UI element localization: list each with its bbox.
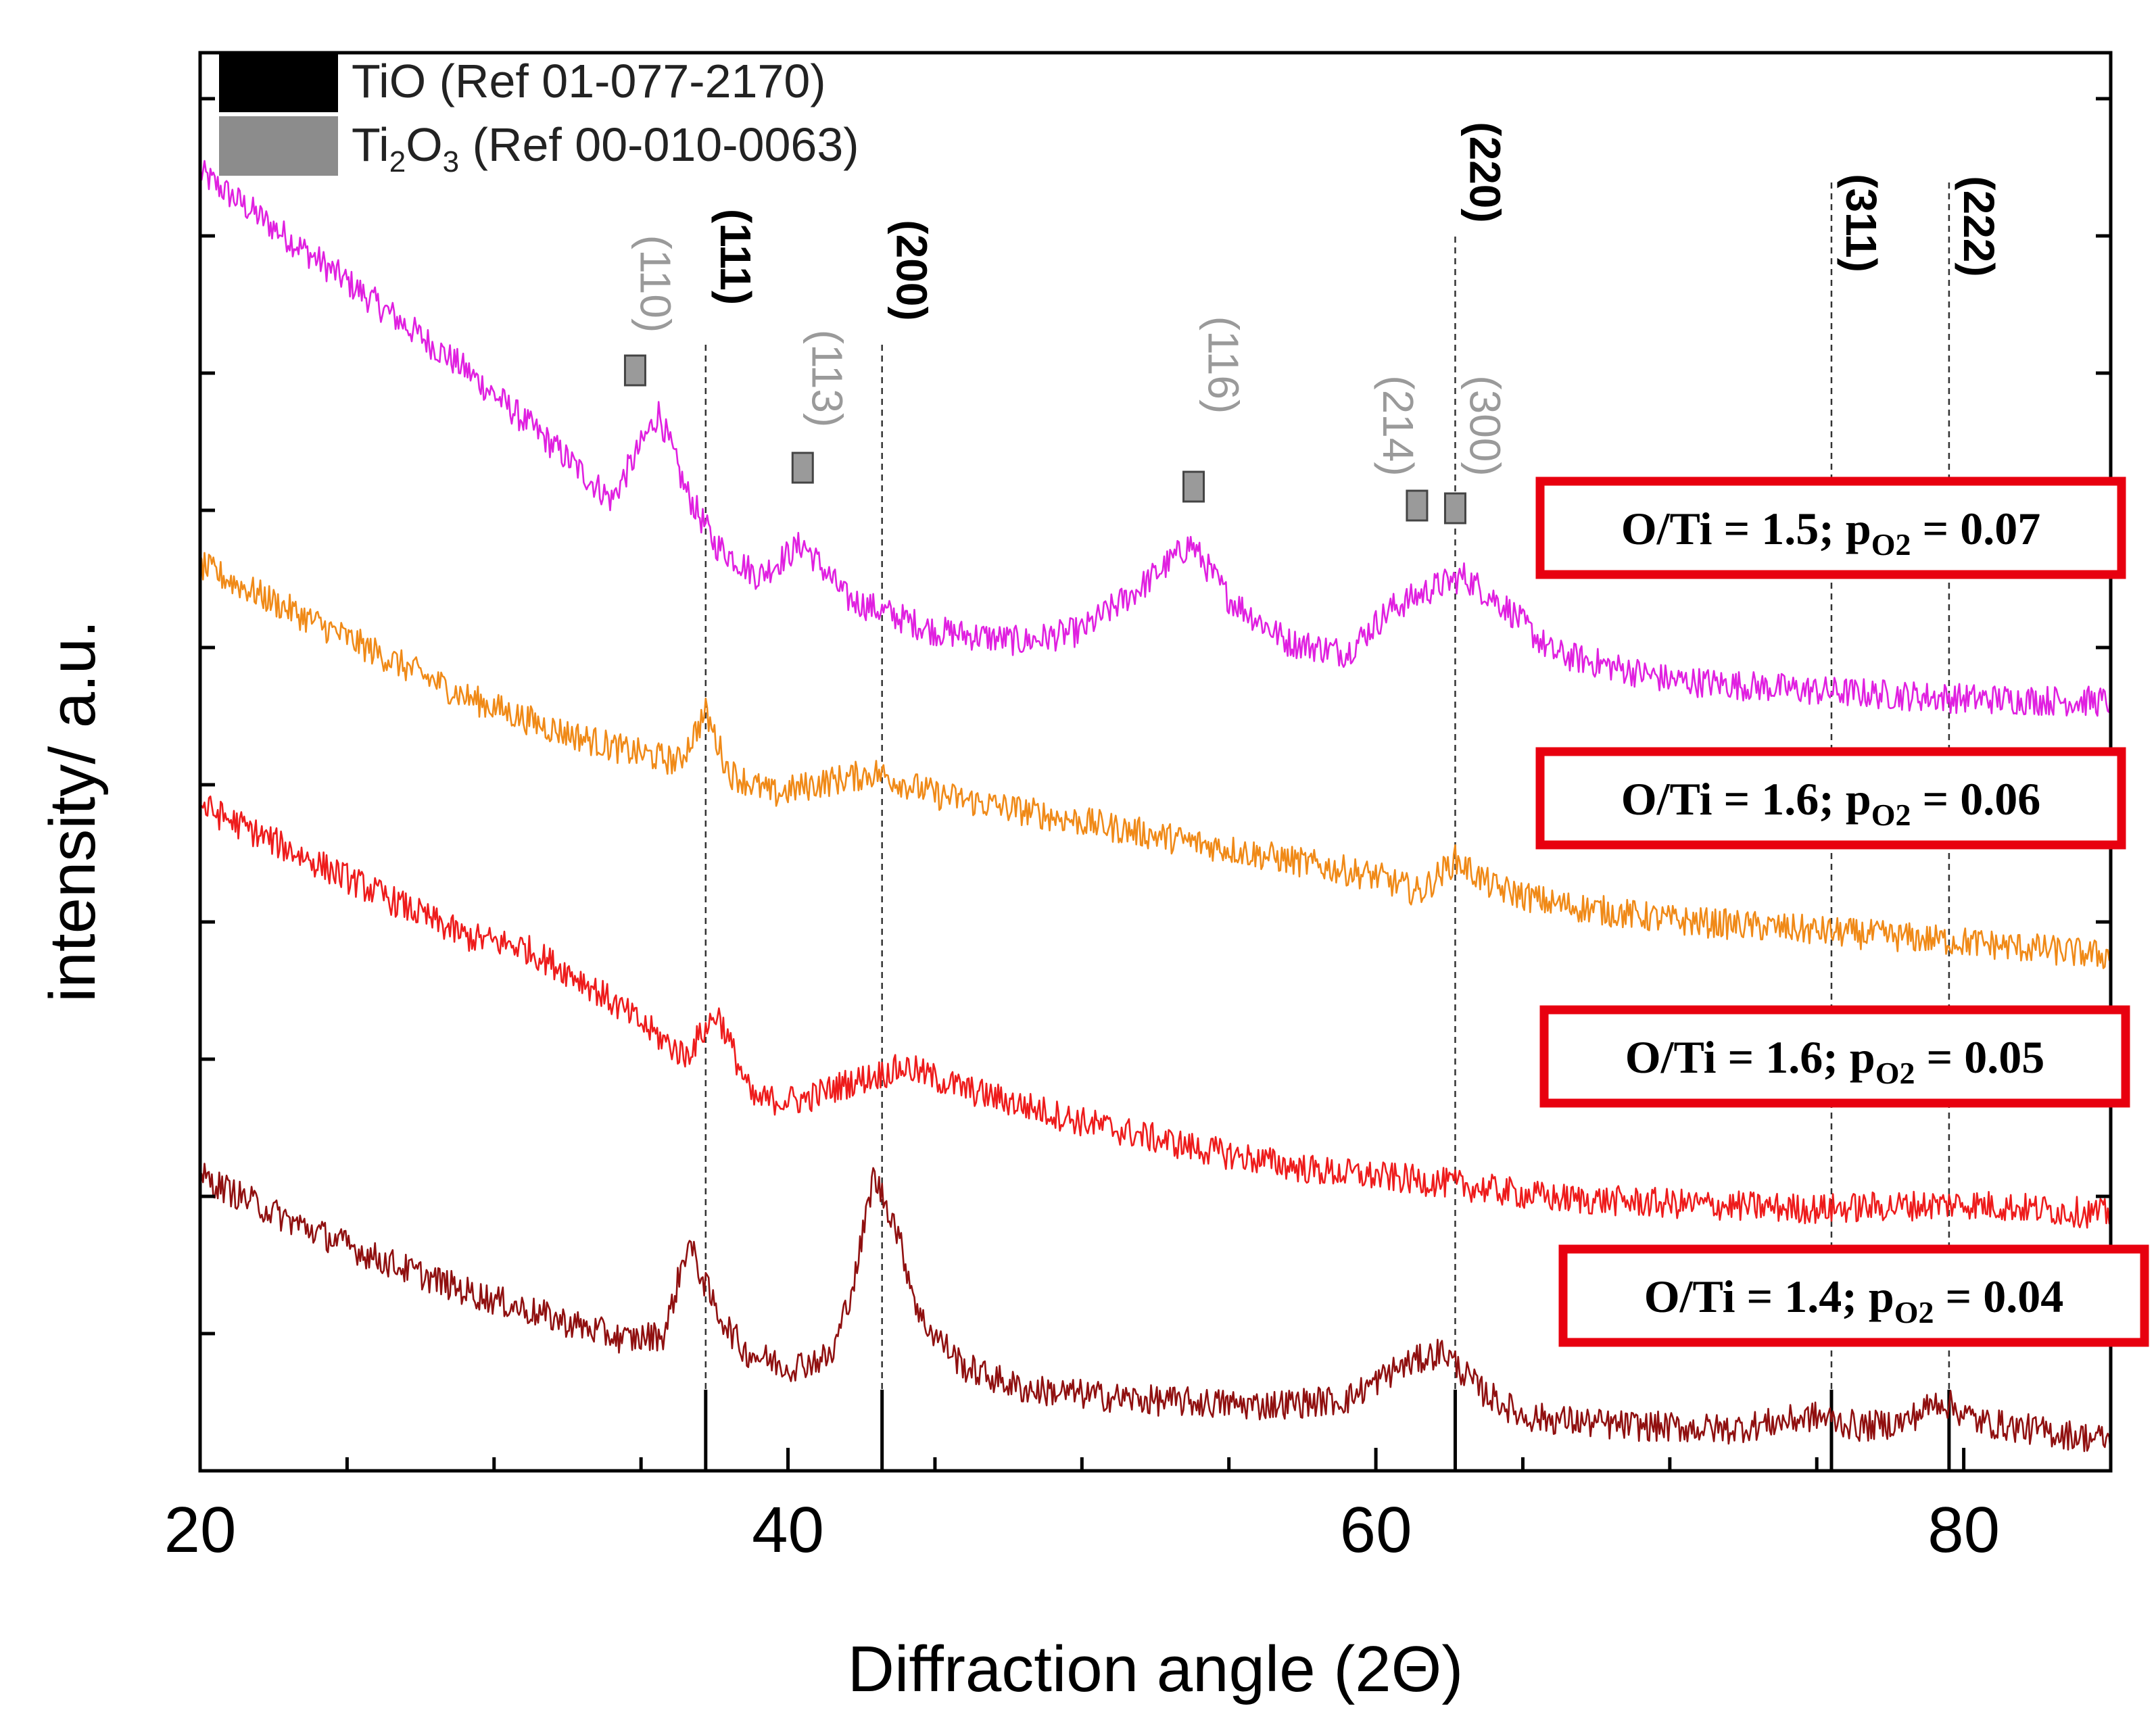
sample-labels: O/Ti = 1.5; pO2 = 0.07O/Ti = 1.6; pO2 = …: [1535, 477, 2149, 1347]
legend-label-ti2o3: Ti2O3 (Ref 00-010-0063): [352, 118, 859, 178]
sample-label-box-s07: [1535, 477, 2126, 579]
ti2o3-marker-square: [623, 354, 646, 387]
legend-tio-ref: (Ref 01-077-2170): [426, 55, 825, 107]
legend-ti2o3-sub2: 3: [443, 145, 459, 178]
sample-label-value: = 0.04: [1934, 1271, 2064, 1322]
sample-label-s07: O/Ti = 1.5; pO2 = 0.07: [1621, 503, 2041, 562]
sample-label-s04: O/Ti = 1.4; pO2 = 0.04: [1644, 1271, 2064, 1330]
sample-label-sub: O2: [1871, 798, 1911, 832]
tio-hkl-label: (111): [711, 209, 760, 305]
tio-hkl-label: (220): [1460, 122, 1509, 222]
x-tick-label: 40: [752, 1494, 824, 1566]
legend-ti2o3-sub1: 2: [389, 145, 406, 178]
ti2o3-marker-square: [1182, 470, 1205, 503]
sample-label-prefix: O/Ti = 1.6; p: [1621, 773, 1871, 825]
x-tick-label: 60: [1340, 1494, 1412, 1566]
series-line-s07: [199, 160, 2112, 717]
sample-label-sub: O2: [1875, 1056, 1915, 1090]
ti2o3-marker-square: [791, 452, 814, 484]
sample-label-prefix: O/Ti = 1.5; p: [1621, 503, 1871, 554]
sample-label-value: = 0.05: [1915, 1031, 2045, 1083]
legend-ti2o3-ref: (Ref 00-010-0063): [459, 118, 859, 171]
sample-label-box-s06: [1535, 747, 2126, 850]
ti2o3-marker-square: [1406, 489, 1429, 522]
sample-label-prefix: O/Ti = 1.6; p: [1625, 1031, 1875, 1083]
ti2o3-hkl-label: (113): [802, 330, 851, 428]
legend-tio-name: TiO: [352, 55, 426, 107]
ti2o3-hkl-label: (214): [1374, 375, 1422, 476]
sample-label-value: = 0.06: [1911, 773, 2041, 825]
sample-label-box-s05: [1539, 1005, 2130, 1108]
tio-hkl-label: (200): [888, 220, 936, 320]
legend-ti2o3-ti: Ti: [352, 118, 389, 171]
ti2o3-hkl-label: (116): [1199, 316, 1248, 414]
sample-label-s05: O/Ti = 1.6; pO2 = 0.05: [1625, 1031, 2045, 1090]
legend-swatch-tio: [219, 53, 338, 112]
ti2o3-markers: [623, 354, 1466, 525]
tio-hkl-label: (222): [1955, 176, 2003, 276]
legend-swatch-ti2o3: [219, 116, 338, 176]
sample-label-sub: O2: [1894, 1295, 1934, 1330]
legend: TiO (Ref 01-077-2170) Ti2O3 (Ref 00-010-…: [219, 53, 859, 178]
sample-label-value: = 0.07: [1911, 503, 2041, 554]
sample-label-prefix: O/Ti = 1.4; p: [1644, 1271, 1894, 1322]
x-axis-label: Diffraction angle (2Θ): [848, 1633, 1464, 1705]
series-line-s05: [199, 795, 2112, 1229]
sample-label-box-s04: [1558, 1244, 2149, 1347]
series-line-s06: [199, 552, 2112, 969]
hkl-labels: (111) (200) (220) (311) (222) (110) (113) (116)…: [631, 122, 2003, 476]
legend-label-tio: TiO (Ref 01-077-2170): [352, 55, 826, 107]
ti2o3-hkl-label: (300): [1460, 375, 1509, 476]
x-tick-label: 80: [1927, 1494, 2000, 1566]
ti2o3-hkl-label: (110): [631, 235, 679, 333]
sample-label-s06: O/Ti = 1.6; pO2 = 0.06: [1621, 773, 2041, 832]
series-layer: [199, 160, 2112, 1454]
tio-hkl-label: (311): [1837, 174, 1886, 272]
y-axis-label: intensity/ a.u.: [37, 620, 109, 1002]
ti2o3-marker-square: [1443, 492, 1466, 525]
legend-ti2o3-o: O: [406, 118, 442, 171]
x-tick-label: 20: [164, 1494, 237, 1566]
sample-label-sub: O2: [1871, 527, 1911, 562]
series-line-s04: [199, 1163, 2112, 1454]
axis-ticks: 20 40 60 80: [164, 97, 2113, 1566]
